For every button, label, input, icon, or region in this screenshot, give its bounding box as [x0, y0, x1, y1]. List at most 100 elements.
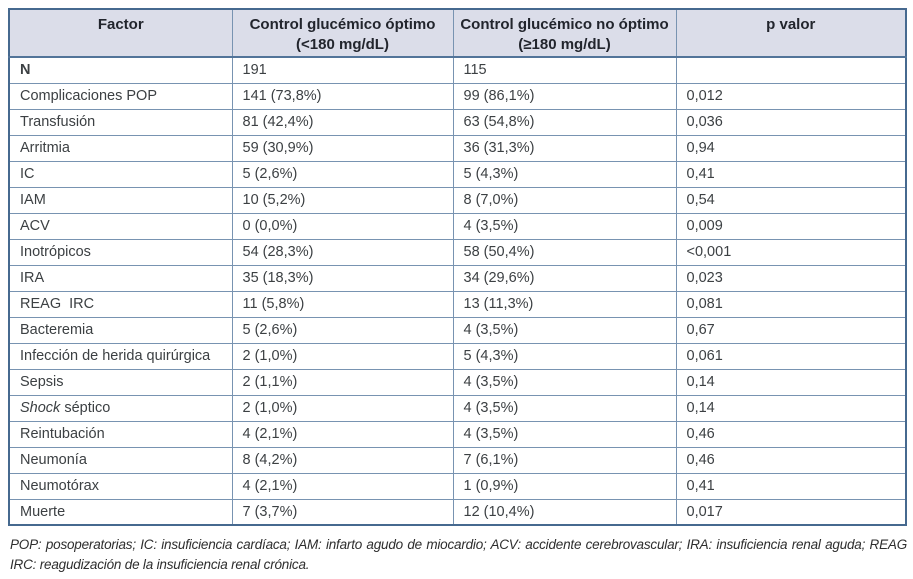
col-header-p-value: p valor [675, 8, 907, 58]
table-row: ACV 0 (0,0%) 4 (3,5%) 0,009 [8, 212, 907, 240]
table-row: Neumonía 8 (4,2%) 7 (6,1%) 0,46 [8, 446, 907, 474]
table-row: IRA 35 (18,3%) 34 (29,6%) 0,023 [8, 264, 907, 292]
header-row: Factor Control glucémico óptimo (<180 mg… [8, 8, 907, 58]
table-row: Complicaciones POP 141 (73,8%) 99 (86,1%) 0… [8, 82, 907, 110]
p-value-cell: <0,001 [675, 238, 907, 266]
p-value-cell: 0,036 [675, 108, 907, 136]
optimal-group-cell: 8 (4,2%) [231, 446, 454, 474]
table-row: Reintubación 4 (2,1%) 4 (3,5%) 0,46 [8, 420, 907, 448]
non-optimal-group-cell: 4 (3,5%) [452, 368, 677, 396]
table-row: Inotrópicos 54 (28,3%) 58 (50,4%) <0,001 [8, 238, 907, 266]
p-value-cell: 0,41 [675, 472, 907, 500]
col-header-non-optimal-label: Control glucémico no óptimo [460, 16, 669, 33]
optimal-group-cell: 2 (1,0%) [231, 394, 454, 422]
factor-cell: Shock séptico [8, 394, 233, 422]
abbreviations-footnote: POP: posoperatorias; IC: insuficiencia c… [10, 537, 907, 572]
p-value-cell: 0,017 [675, 498, 907, 526]
optimal-group-cell: 5 (2,6%) [231, 160, 454, 188]
non-optimal-group-cell: 34 (29,6%) [452, 264, 677, 292]
optimal-group-cell: 2 (1,1%) [231, 368, 454, 396]
optimal-group-cell: 2 (1,0%) [231, 342, 454, 370]
factor-cell: N [8, 56, 233, 84]
p-value-cell: 0,061 [675, 342, 907, 370]
factor-cell: IC [8, 160, 233, 188]
col-header-optimal-sublabel: (<180 mg/dL) [296, 36, 389, 53]
optimal-group-cell: 35 (18,3%) [231, 264, 454, 292]
factor-cell: IRA [8, 264, 233, 292]
factor-cell: REAG IRC [8, 290, 233, 318]
col-header-non-optimal-sublabel: (≥180 mg/dL) [518, 36, 611, 53]
non-optimal-group-cell: 1 (0,9%) [452, 472, 677, 500]
table-row: Sepsis 2 (1,1%) 4 (3,5%) 0,14 [8, 368, 907, 396]
non-optimal-group-cell: 4 (3,5%) [452, 316, 677, 344]
optimal-group-cell: 7 (3,7%) [231, 498, 454, 526]
non-optimal-group-cell: 7 (6,1%) [452, 446, 677, 474]
non-optimal-group-cell: 5 (4,3%) [452, 342, 677, 370]
optimal-group-cell: 11 (5,8%) [231, 290, 454, 318]
p-value-cell: 0,14 [675, 394, 907, 422]
table-row: Muerte 7 (3,7%) 12 (10,4%) 0,017 [8, 498, 907, 526]
p-value-cell: 0,14 [675, 368, 907, 396]
p-value-cell: 0,67 [675, 316, 907, 344]
factor-cell: Muerte [8, 498, 233, 526]
non-optimal-group-cell: 4 (3,5%) [452, 212, 677, 240]
factor-cell: Neumotórax [8, 472, 233, 500]
optimal-group-cell: 4 (2,1%) [231, 420, 454, 448]
p-value-cell: 0,46 [675, 420, 907, 448]
p-value-cell: 0,023 [675, 264, 907, 292]
factor-cell: Bacteremia [8, 316, 233, 344]
optimal-group-cell: 4 (2,1%) [231, 472, 454, 500]
col-header-optimal-label: Control glucémico óptimo [249, 16, 436, 33]
factor-cell: ACV [8, 212, 233, 240]
factor-cell: Transfusión [8, 108, 233, 136]
non-optimal-group-cell: 12 (10,4%) [452, 498, 677, 526]
factor-cell: Inotrópicos [8, 238, 233, 266]
factor-cell: IAM [8, 186, 233, 214]
table-row: REAG IRC 11 (5,8%) 13 (11,3%) 0,081 [8, 290, 907, 318]
p-value-cell: 0,94 [675, 134, 907, 162]
non-optimal-group-cell: 4 (3,5%) [452, 394, 677, 422]
col-header-optimal: Control glucémico óptimo (<180 mg/dL) [231, 8, 454, 58]
p-value-cell: 0,41 [675, 160, 907, 188]
table-row: IAM 10 (5,2%) 8 (7,0%) 0,54 [8, 186, 907, 214]
table-row: Bacteremia 5 (2,6%) 4 (3,5%) 0,67 [8, 316, 907, 344]
optimal-group-cell: 81 (42,4%) [231, 108, 454, 136]
p-value-cell: 0,009 [675, 212, 907, 240]
optimal-group-cell: 0 (0,0%) [231, 212, 454, 240]
optimal-group-cell: 5 (2,6%) [231, 316, 454, 344]
col-header-factor: Factor [8, 8, 233, 58]
results-table: Factor Control glucémico óptimo (<180 mg… [8, 8, 907, 526]
table-row: Transfusión 81 (42,4%) 63 (54,8%) 0,036 [8, 108, 907, 136]
table-row: N 191 115 [8, 56, 907, 84]
factor-cell: Neumonía [8, 446, 233, 474]
non-optimal-group-cell: 36 (31,3%) [452, 134, 677, 162]
col-header-p-value-label: p valor [766, 16, 816, 33]
p-value-cell: 0,081 [675, 290, 907, 318]
col-header-non-optimal: Control glucémico no óptimo (≥180 mg/dL) [452, 8, 677, 58]
non-optimal-group-cell: 58 (50,4%) [452, 238, 677, 266]
optimal-group-cell: 59 (30,9%) [231, 134, 454, 162]
non-optimal-group-cell: 4 (3,5%) [452, 420, 677, 448]
table-row: Shock séptico 2 (1,0%) 4 (3,5%) 0,14 [8, 394, 907, 422]
optimal-group-cell: 10 (5,2%) [231, 186, 454, 214]
p-value-cell [675, 56, 907, 84]
table-row: Neumotórax 4 (2,1%) 1 (0,9%) 0,41 [8, 472, 907, 500]
non-optimal-group-cell: 13 (11,3%) [452, 290, 677, 318]
table-row: Arritmia 59 (30,9%) 36 (31,3%) 0,94 [8, 134, 907, 162]
non-optimal-group-cell: 63 (54,8%) [452, 108, 677, 136]
factor-italic-text: Shock [20, 400, 61, 416]
p-value-cell: 0,46 [675, 446, 907, 474]
factor-cell: Reintubación [8, 420, 233, 448]
p-value-cell: 0,54 [675, 186, 907, 214]
factor-cell: Arritmia [8, 134, 233, 162]
col-header-factor-label: Factor [97, 16, 144, 33]
optimal-group-cell: 141 (73,8%) [231, 82, 454, 110]
factor-cell: Sepsis [8, 368, 233, 396]
p-value-cell: 0,012 [675, 82, 907, 110]
table-row: IC 5 (2,6%) 5 (4,3%) 0,41 [8, 160, 907, 188]
optimal-group-cell: 191 [231, 56, 454, 84]
table-row: Infección de herida quirúrgica 2 (1,0%) 5 … [8, 342, 907, 370]
non-optimal-group-cell: 5 (4,3%) [452, 160, 677, 188]
table-body: N 191 115 Complicaciones POP 141 (73,8%) 99 (… [8, 56, 907, 526]
